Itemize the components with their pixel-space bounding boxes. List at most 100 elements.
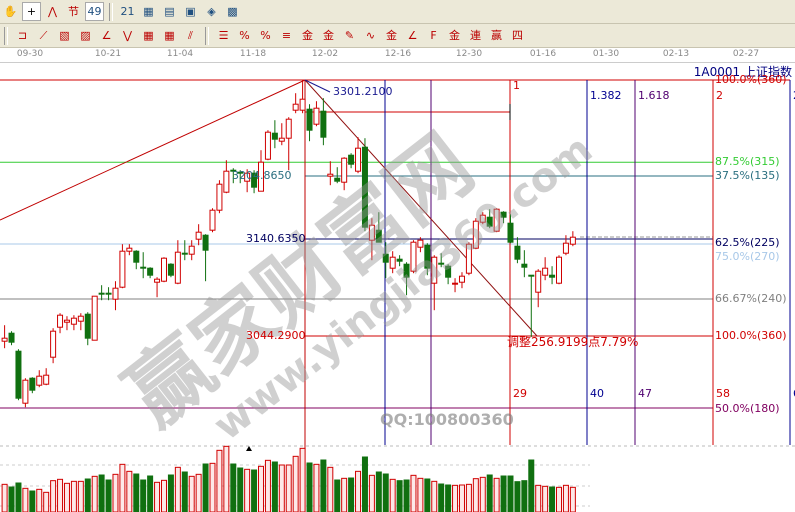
gold-levels-button[interactable]: 金 — [319, 26, 338, 45]
gann-fan-button[interactable]: ▨ — [76, 26, 95, 45]
gold-circle-button[interactable]: 金 — [298, 26, 317, 45]
box-tool-button[interactable]: ⊐ — [13, 26, 32, 45]
drawing-toolbar: ⊐ ⟋ ▧ ▨ ∠ ⋁ ▦ ▦ ⫽ ☰%% ≡ 金金 ✎ ∿ 金 ∠ F 金連赢四 — [0, 24, 795, 48]
save-button[interactable]: ▣ — [181, 2, 200, 21]
volume-bar-up — [91, 475, 98, 512]
gann-box-button[interactable]: ▧ — [55, 26, 74, 45]
candle-up — [535, 270, 542, 293]
candle-up — [417, 239, 424, 248]
date-tick: 02-13 — [662, 49, 690, 59]
parallel-lines-icon: ⫽ — [188, 29, 193, 42]
fan-lines-icon: ⟋ — [39, 29, 48, 42]
candle-up — [327, 173, 334, 177]
candle-up — [22, 379, 29, 404]
candle-up — [292, 103, 299, 111]
candle-up — [154, 278, 161, 283]
gann-fan-icon: ▨ — [80, 29, 91, 42]
volume-bar-up — [562, 484, 569, 512]
candle-down — [133, 250, 140, 263]
candle-down — [8, 332, 15, 343]
calculator-button[interactable]: ▦ — [139, 2, 158, 21]
gann-level-label: 100.0%(360) — [715, 73, 787, 86]
gann-level-label: 50.0%(180) — [715, 402, 780, 415]
network-button[interactable]: ◈ — [202, 2, 221, 21]
angle-lines-button[interactable]: ∠ — [97, 26, 116, 45]
volume-bar-down — [15, 482, 22, 512]
fib-fan-button[interactable]: ∠ — [403, 26, 422, 45]
ying-fan-button[interactable]: 赢 — [487, 26, 506, 45]
pattern-49-button[interactable]: 49 — [85, 2, 104, 21]
parallel-lines-button[interactable]: ⫽ — [181, 26, 200, 45]
volume-bar-down — [230, 463, 237, 512]
candle-up — [160, 257, 167, 282]
high-pointer-line — [304, 79, 331, 93]
volume-bar-up — [410, 474, 417, 512]
computer-button[interactable]: ▩ — [223, 2, 242, 21]
zigzag-button[interactable]: ⋁ — [118, 26, 137, 45]
volume-bar-down — [382, 473, 389, 512]
percent-button[interactable]: % — [256, 26, 275, 45]
polyline-button[interactable]: ⋀ — [43, 2, 62, 21]
volume-bar-down — [147, 475, 154, 512]
marker-button[interactable]: ✎ — [340, 26, 359, 45]
lian-fan-icon: 連 — [470, 29, 481, 42]
volume-bar-up — [119, 463, 126, 512]
document-icon: ▤ — [164, 5, 175, 18]
grid-button[interactable]: ▦ — [139, 26, 158, 45]
candle-down — [528, 274, 535, 277]
percent-line-button[interactable]: % — [235, 26, 254, 45]
volume-bar-down — [438, 483, 445, 512]
ruler-button[interactable]: ☰ — [214, 26, 233, 45]
volume-bar-down — [237, 467, 244, 512]
low-price-label: 3044.2900 — [246, 329, 306, 342]
volume-bar-up — [70, 480, 77, 512]
candle-up — [216, 183, 223, 211]
candle-up — [244, 172, 251, 182]
volume-bar-up — [174, 466, 181, 512]
grid-arrow-button[interactable]: ▦ — [160, 26, 179, 45]
calendar-button[interactable]: 21 — [118, 2, 137, 21]
network-icon: ◈ — [207, 5, 216, 18]
time-marker-top-label: 1.382 — [590, 89, 622, 102]
lian-fan-button[interactable]: 連 — [466, 26, 485, 45]
volume-bar-down — [202, 463, 209, 512]
jie-festival-button[interactable]: 节 — [64, 2, 83, 21]
date-tick: 10-21 — [94, 49, 122, 59]
candle-down — [271, 132, 278, 140]
percent-levels-button[interactable]: ≡ — [277, 26, 296, 45]
candle-up — [562, 242, 569, 254]
gold-fan-button[interactable]: 金 — [445, 26, 464, 45]
time-marker-top-label: 1.618 — [638, 89, 670, 102]
crosshair-button[interactable]: + — [22, 2, 41, 21]
volume-bar-down — [181, 471, 188, 512]
gann-level-label: 87.5%(315) — [715, 155, 780, 168]
date-tick: 12-30 — [455, 49, 483, 59]
time-marker-top-label: 2 — [716, 89, 723, 102]
date-tick: 09-30 — [16, 49, 44, 59]
candle-down — [29, 377, 36, 391]
four-fan-button[interactable]: 四 — [508, 26, 527, 45]
jie-festival-icon: 节 — [68, 5, 79, 18]
hand-button[interactable]: ✋ — [1, 2, 20, 21]
volume-bar-down — [334, 479, 341, 512]
candle-down — [549, 274, 556, 278]
gann-level-label: 66.67%(240) — [715, 292, 787, 305]
document-button[interactable]: ▤ — [160, 2, 179, 21]
candle-down — [403, 263, 410, 278]
f-fan-button[interactable]: F — [424, 26, 443, 45]
volume-bar-up — [458, 484, 465, 512]
volume-bar-down — [514, 481, 521, 512]
date-tick: 02-27 — [732, 49, 760, 59]
volume-bar-up — [112, 473, 119, 512]
volume-bar-down — [424, 478, 431, 512]
cycle-button[interactable]: ∿ — [361, 26, 380, 45]
high-price-label: 3301.2100 — [333, 85, 393, 98]
candle-down — [181, 252, 188, 255]
fan-lines-button[interactable]: ⟋ — [34, 26, 53, 45]
gold-split-button[interactable]: 金 — [382, 26, 401, 45]
candle-up — [452, 282, 459, 285]
volume-bar-up — [195, 473, 202, 512]
candle-down — [98, 292, 105, 295]
